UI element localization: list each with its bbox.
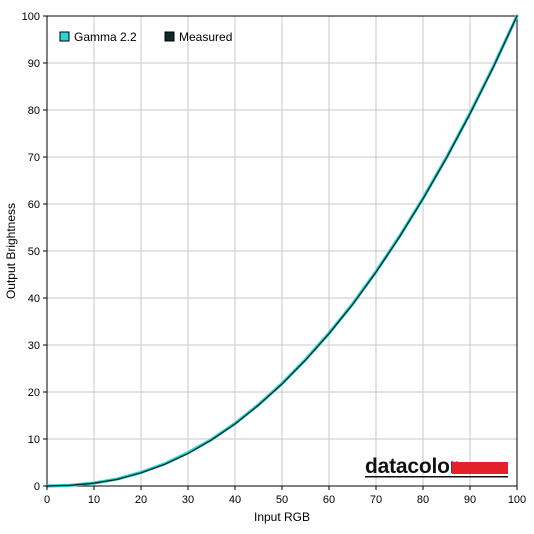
y-tick-label: 100 [22, 11, 40, 23]
legend-label-gamma: Gamma 2.2 [74, 30, 137, 44]
datacolor-logo-bar [452, 462, 508, 474]
x-tick-label: 30 [182, 494, 194, 506]
y-tick-label: 60 [28, 199, 40, 211]
series-lines [45, 14, 519, 488]
x-tick-label: 0 [44, 494, 50, 506]
x-tick-label: 90 [464, 494, 476, 506]
y-tick-label: 70 [28, 152, 40, 164]
y-tick-label: 90 [28, 58, 40, 70]
datacolor-logo: datacolor [365, 455, 508, 478]
legend-swatch-gamma [59, 31, 70, 42]
datacolor-logo-underline [365, 476, 508, 478]
legend: Gamma 2.2 Measured [59, 30, 232, 44]
datacolor-logo-text: datacolor [365, 455, 458, 478]
x-tick-label: 60 [323, 494, 335, 506]
grid [47, 16, 517, 486]
x-tick-label: 10 [88, 494, 100, 506]
x-tick-label: 20 [135, 494, 147, 506]
y-axis-title: Output Brightness [4, 203, 18, 299]
x-tick-label: 50 [276, 494, 288, 506]
x-tick-label: 80 [417, 494, 429, 506]
x-tick-labels: 0 10 20 30 40 50 60 70 80 90 100 [44, 494, 526, 506]
y-tick-label: 40 [28, 293, 40, 305]
x-axis-title: Input RGB [254, 510, 310, 524]
y-tick-labels: 0 10 20 30 40 50 60 70 80 90 100 [22, 11, 40, 493]
x-tick-label: 70 [370, 494, 382, 506]
y-tick-label: 50 [28, 246, 40, 258]
series-line-measured [46, 15, 518, 487]
y-tick-label: 20 [28, 387, 40, 399]
y-tick-label: 30 [28, 340, 40, 352]
x-tick-label: 100 [508, 494, 526, 506]
y-tick-label: 0 [34, 481, 40, 493]
y-tick-label: 10 [28, 434, 40, 446]
x-tick-label: 40 [229, 494, 241, 506]
tick-marks [43, 15, 518, 490]
y-tick-label: 80 [28, 105, 40, 117]
legend-label-measured: Measured [179, 30, 232, 44]
legend-swatch-measured [164, 31, 175, 42]
